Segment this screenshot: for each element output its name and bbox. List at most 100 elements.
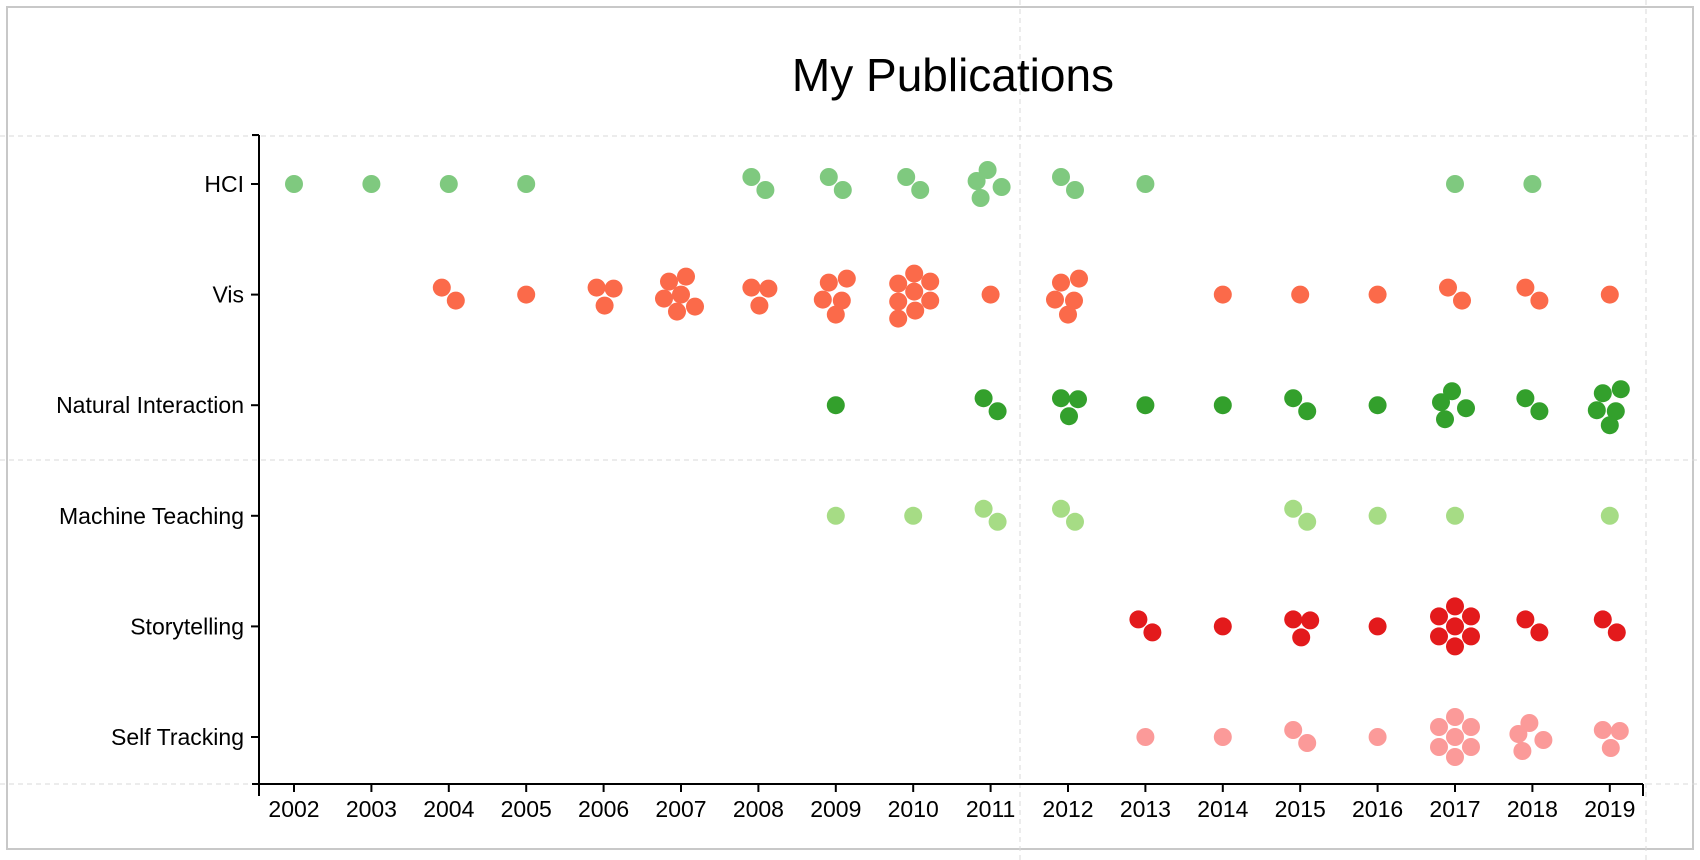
point-vis — [587, 278, 606, 297]
point-storytelling — [1446, 597, 1464, 616]
x-tick-label: 2003 — [346, 796, 397, 822]
point-natural-interaction — [1436, 410, 1454, 429]
x-tick-label: 2011 — [966, 796, 1015, 822]
point-natural-interaction — [1213, 396, 1232, 415]
point-vis — [686, 297, 704, 316]
point-self-tracking — [1446, 748, 1464, 766]
point-vis — [921, 291, 940, 310]
point-vis — [742, 278, 761, 297]
point-machine-teaching — [826, 506, 845, 525]
point-natural-interaction — [988, 402, 1007, 421]
point-storytelling — [1593, 610, 1612, 629]
point-storytelling — [1462, 607, 1480, 626]
point-storytelling — [1368, 617, 1387, 636]
x-tick-label: 2015 — [1275, 796, 1326, 822]
x-tick-label: 2002 — [268, 796, 319, 822]
x-tick-label: 2004 — [423, 796, 474, 822]
point-hci — [833, 181, 852, 199]
x-tick-label: 2009 — [810, 796, 861, 822]
point-self-tracking — [1446, 728, 1464, 746]
point-hci — [911, 181, 930, 199]
point-natural-interaction — [1593, 384, 1612, 403]
x-tick-label: 2007 — [655, 796, 706, 822]
y-tick-label: Machine Teaching — [59, 503, 244, 529]
point-natural-interaction — [1368, 396, 1387, 415]
point-hci — [819, 168, 838, 186]
point-vis — [889, 292, 908, 311]
point-self-tracking — [1430, 738, 1448, 756]
point-self-tracking — [1610, 722, 1629, 740]
point-hci — [1136, 175, 1155, 193]
point-vis — [1600, 285, 1619, 304]
point-natural-interaction — [974, 389, 993, 408]
point-storytelling — [1430, 607, 1448, 626]
point-natural-interaction — [1432, 393, 1450, 412]
point-self-tracking — [1368, 728, 1387, 746]
point-vis — [517, 285, 536, 304]
x-tick-label: 2014 — [1197, 796, 1248, 822]
point-machine-teaching — [988, 512, 1007, 531]
point-storytelling — [1446, 637, 1464, 656]
point-natural-interaction — [1516, 389, 1535, 408]
point-self-tracking — [1136, 728, 1155, 746]
point-self-tracking — [1520, 714, 1539, 732]
x-tick-label: 2019 — [1584, 796, 1635, 822]
point-vis — [595, 296, 614, 315]
point-storytelling — [1446, 617, 1464, 636]
point-hci — [285, 175, 303, 193]
point-vis — [1059, 305, 1077, 324]
point-machine-teaching — [1284, 499, 1303, 518]
point-self-tracking — [1593, 721, 1612, 739]
point-hci — [978, 161, 997, 179]
chart-frame — [6, 6, 1694, 850]
x-tick-label: 2008 — [733, 796, 784, 822]
point-vis — [819, 273, 838, 292]
point-hci — [1446, 175, 1464, 193]
point-natural-interaction — [1606, 402, 1625, 421]
point-storytelling — [1430, 627, 1448, 646]
point-vis — [1070, 269, 1088, 288]
point-machine-teaching — [974, 499, 993, 518]
x-tick-label: 2012 — [1042, 796, 1093, 822]
point-natural-interaction — [1069, 390, 1087, 409]
x-tick-label: 2006 — [578, 796, 629, 822]
point-vis — [981, 285, 1000, 304]
point-machine-teaching — [1298, 512, 1317, 531]
point-vis — [677, 267, 695, 286]
point-hci — [971, 189, 990, 207]
x-tick-label: 2010 — [888, 796, 939, 822]
point-vis — [1052, 273, 1070, 292]
point-storytelling — [1516, 610, 1535, 629]
x-tick-label: 2005 — [501, 796, 552, 822]
point-storytelling — [1462, 627, 1480, 646]
point-natural-interaction — [1530, 402, 1549, 421]
point-machine-teaching — [1600, 506, 1619, 525]
y-tick-label: HCI — [204, 171, 244, 197]
point-vis — [1453, 291, 1471, 310]
point-natural-interaction — [1600, 416, 1619, 435]
point-storytelling — [1284, 610, 1303, 629]
point-self-tracking — [1601, 739, 1620, 757]
point-vis — [813, 290, 832, 309]
point-storytelling — [1143, 623, 1162, 642]
point-natural-interaction — [1611, 380, 1630, 399]
point-hci — [742, 168, 761, 186]
point-vis — [655, 289, 673, 308]
point-hci — [362, 175, 381, 193]
point-storytelling — [1292, 628, 1311, 647]
point-storytelling — [1530, 623, 1549, 642]
point-hci — [756, 181, 775, 199]
x-axis: 2002 2003 2004 2005 2006 2007 2008 2009 2010 2011… — [258, 783, 1644, 822]
point-vis — [1046, 290, 1064, 309]
y-axis: HCI Vis Natural Interaction Machine Teachin… — [56, 134, 260, 785]
point-vis — [604, 279, 623, 298]
point-natural-interaction — [1284, 389, 1303, 408]
point-self-tracking — [1298, 734, 1317, 752]
point-storytelling — [1129, 610, 1148, 629]
point-vis — [1439, 278, 1457, 297]
point-self-tracking — [1446, 708, 1464, 726]
point-vis — [1368, 285, 1387, 304]
point-self-tracking — [1509, 725, 1528, 743]
point-vis — [672, 285, 690, 304]
